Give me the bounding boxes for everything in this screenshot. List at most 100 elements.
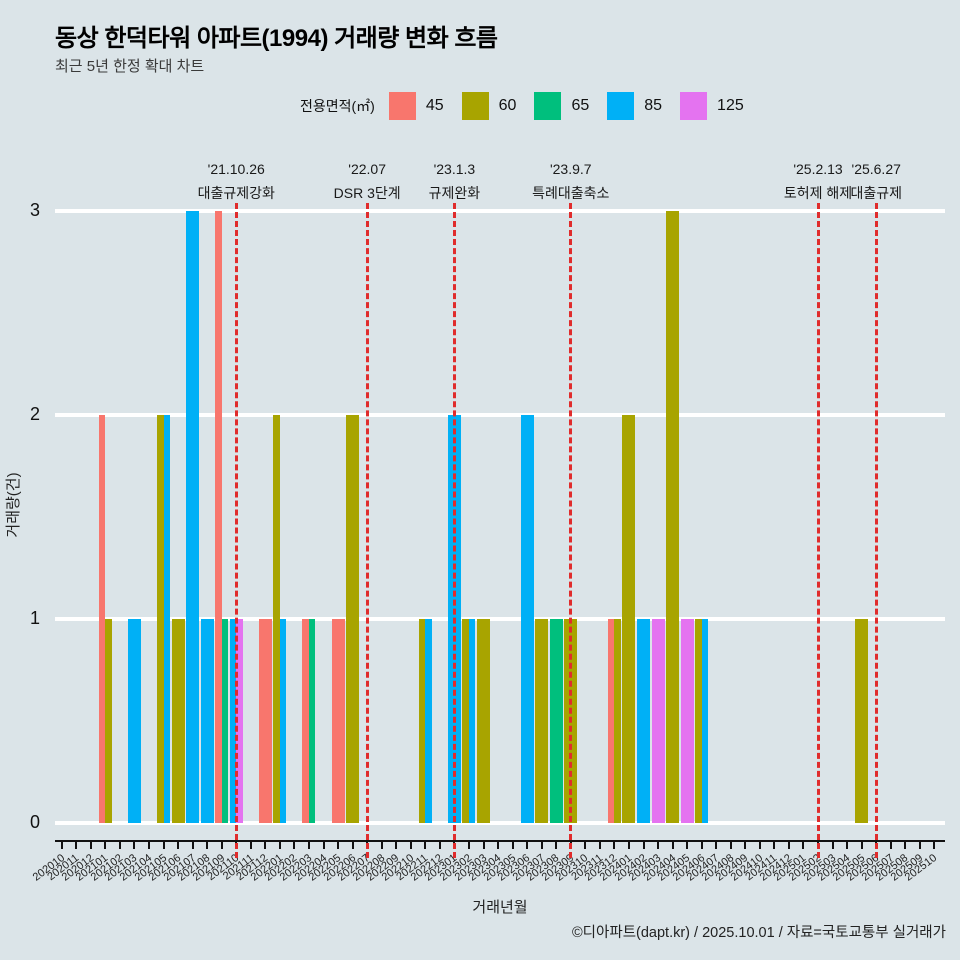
y-tick-label-2: 2 xyxy=(29,404,40,424)
x-tick xyxy=(118,841,121,849)
bar-202106-60 xyxy=(171,619,185,823)
legend-item-label: 45 xyxy=(425,97,444,114)
annotation-date: '21.10.26 xyxy=(207,161,265,177)
x-tick xyxy=(467,841,470,849)
y-tick-label-1: 1 xyxy=(29,608,40,628)
legend-item-label: 65 xyxy=(571,97,590,114)
x-tick xyxy=(933,841,936,849)
x-tick xyxy=(686,841,689,849)
annotation-event-label: 토허제 해제 xyxy=(783,185,853,201)
bar-202109-45 xyxy=(215,211,222,823)
bar-202303-60 xyxy=(477,619,490,823)
bar-202306-85 xyxy=(520,415,534,823)
legend-item-65: 65 xyxy=(534,92,589,120)
bar-202201-60 xyxy=(273,415,280,823)
bar-202211-60 xyxy=(418,619,426,823)
bar-202402-85 xyxy=(637,619,650,823)
x-tick xyxy=(191,841,194,849)
legend-item-45: 45 xyxy=(388,92,444,120)
x-tick xyxy=(162,841,165,849)
x-tick xyxy=(264,841,267,849)
legend-item-125: 125 xyxy=(680,92,744,120)
annotation-line-202506 xyxy=(874,203,878,858)
bar-202312-60 xyxy=(614,619,621,823)
annotation-line-202207 xyxy=(365,203,369,858)
annotation-event-label: 특례대출축소 xyxy=(532,185,610,201)
x-tick xyxy=(409,841,412,849)
bar-202401-60 xyxy=(622,415,636,823)
x-tick xyxy=(846,841,849,849)
x-tick xyxy=(104,841,107,849)
annotation-date: '22.07 xyxy=(348,161,386,177)
x-tick xyxy=(322,841,325,849)
legend-item-85: 85 xyxy=(607,92,662,120)
bar-202109-65 xyxy=(221,619,229,823)
gridline-y-0 xyxy=(55,821,945,825)
x-tick xyxy=(787,841,790,849)
x-tick xyxy=(700,841,703,849)
bar-202405-125 xyxy=(680,619,694,823)
x-tick xyxy=(831,841,834,849)
bar-202302-85 xyxy=(468,619,476,823)
bar-202205-45 xyxy=(331,619,345,823)
x-axis-line xyxy=(55,840,945,842)
x-tick xyxy=(773,841,776,849)
annotation-event-label: DSR 3단계 xyxy=(333,185,401,201)
bar-202110-125 xyxy=(236,619,243,823)
x-tick xyxy=(526,841,529,849)
legend-item-label: 125 xyxy=(717,97,744,114)
x-tick xyxy=(220,841,223,849)
x-tick xyxy=(889,841,892,849)
annotation-date: '23.9.7 xyxy=(549,161,592,177)
x-tick xyxy=(438,841,441,849)
x-tick xyxy=(147,841,150,849)
x-tick xyxy=(729,841,732,849)
legend-swatch-icon xyxy=(461,92,489,120)
x-tick xyxy=(642,841,645,849)
x-tick xyxy=(60,841,63,849)
x-tick xyxy=(380,841,383,849)
footer-credit: ©디아파트(dapt.kr) / 2025.10.01 / 자료=국토교통부 실… xyxy=(571,925,946,941)
bar-202406-85 xyxy=(701,619,709,823)
x-tick xyxy=(482,841,485,849)
gridline-y-3 xyxy=(55,209,945,213)
bar-202505-60 xyxy=(855,619,869,823)
x-tick xyxy=(133,841,136,849)
x-tick xyxy=(715,841,718,849)
x-tick xyxy=(744,841,747,849)
x-axis-title: 거래년월 xyxy=(472,899,528,916)
legend-swatch-icon xyxy=(607,92,635,120)
bar-202302-60 xyxy=(462,619,469,823)
annotation-date: '25.2.13 xyxy=(793,161,843,177)
x-tick xyxy=(918,841,921,849)
bar-202105-60 xyxy=(157,415,164,823)
x-tick xyxy=(584,841,587,849)
bar-202101-45 xyxy=(98,415,106,823)
bar-202206-60 xyxy=(346,415,360,823)
bar-202312-45 xyxy=(607,619,615,823)
annotation-event-label: 규제완화 xyxy=(428,185,481,201)
bar-202203-45 xyxy=(302,619,309,823)
annotation-line-202502 xyxy=(816,203,820,858)
annotation-event-label: 대출규제 xyxy=(850,185,902,201)
legend-item-label: 85 xyxy=(644,97,663,114)
x-tick xyxy=(671,841,674,849)
x-tick xyxy=(540,841,543,849)
gridline-y-2 xyxy=(55,413,945,417)
annotation-line-202301 xyxy=(452,203,456,858)
bar-202101-60 xyxy=(105,619,112,823)
page-title: 동상 한덕타워 아파트(1994) 거래량 변화 흐름 xyxy=(55,25,498,52)
bar-202203-65 xyxy=(308,619,316,823)
x-tick xyxy=(278,841,281,849)
x-tick xyxy=(206,841,209,849)
x-tick xyxy=(758,841,761,849)
x-tick xyxy=(177,841,180,849)
y-tick-label-0: 0 xyxy=(29,812,40,832)
bar-202107-85 xyxy=(186,211,200,823)
bar-202308-65 xyxy=(549,619,563,823)
bar-202105-85 xyxy=(163,415,170,823)
x-tick xyxy=(307,841,310,849)
annotation-date: '23.1.3 xyxy=(433,161,476,177)
bar-202404-60 xyxy=(666,211,680,823)
x-tick xyxy=(657,841,660,849)
